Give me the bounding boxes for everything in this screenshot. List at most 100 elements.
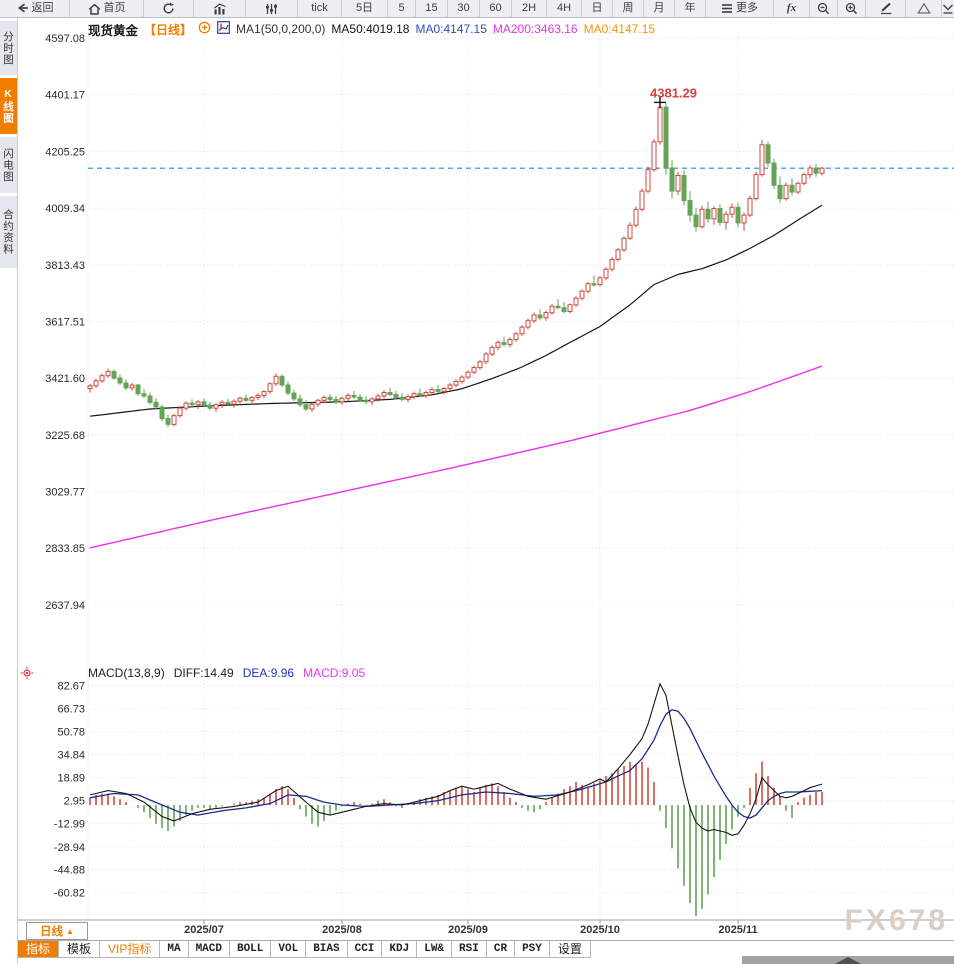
toolbar-back[interactable]: 返回 <box>0 0 70 17</box>
tab-设置[interactable]: 设置 <box>549 941 591 958</box>
ma0-value-blue: MA0:4147.15 <box>415 22 487 36</box>
tab-MA[interactable]: MA <box>160 941 189 958</box>
pencil-icon <box>879 2 893 15</box>
chart-legend: 现货黄金 【日线】 MA1(50,0,200,0) MA50:4019.18 M… <box>88 21 655 38</box>
toolbar-period-5d[interactable]: 5日 <box>342 0 388 17</box>
tab-指标[interactable]: 指标 <box>18 941 60 958</box>
tab-VIP指标[interactable]: VIP指标 <box>100 941 161 958</box>
tab-VOL[interactable]: VOL <box>271 941 307 958</box>
sidebar-item-2[interactable]: K线图 <box>0 78 17 134</box>
macd-title: MACD(13,8,9) <box>88 666 165 680</box>
svg-text:3617.51: 3617.51 <box>45 317 85 329</box>
toolbar-home[interactable]: 首页 <box>70 0 144 17</box>
toolbar-zoom-in[interactable] <box>838 0 866 17</box>
toolbar-more[interactable]: 更多 <box>706 0 774 17</box>
toolbar-draw[interactable] <box>866 0 906 17</box>
svg-text:-60.82: -60.82 <box>54 888 85 900</box>
tab-PSY[interactable]: PSY <box>515 941 550 958</box>
toolbar-back-label: 返回 <box>31 2 54 14</box>
toolbar-period-30m-label: 30 <box>457 2 470 14</box>
sidebar-item-1[interactable]: 分时图 <box>0 21 17 75</box>
chevron-up-icon: ▲ <box>66 926 74 936</box>
svg-text:-44.88: -44.88 <box>54 865 85 877</box>
x-axis-labels: 日线 ▲ 2025/07 2025/08 2025/09 2025/10 2025/11 <box>18 921 954 940</box>
svg-text:4381.29: 4381.29 <box>650 85 697 100</box>
x-axis-label: 2025/09 <box>448 924 488 936</box>
refresh-icon <box>162 2 175 15</box>
tab-LW&[interactable]: LW& <box>417 941 453 958</box>
sidebar: 分时图 K线图闪电图合约资料 <box>0 18 18 964</box>
symbol-name: 现货黄金 <box>88 23 139 38</box>
mini-kline-icon <box>217 21 230 37</box>
svg-text:66.73: 66.73 <box>57 704 85 716</box>
toolbar-chart-type[interactable] <box>194 0 246 17</box>
ma200-value: MA200:3463.16 <box>492 22 578 36</box>
home-icon <box>88 3 101 15</box>
svg-text:34.84: 34.84 <box>57 750 85 762</box>
tab-模板[interactable]: 模板 <box>59 941 101 958</box>
toolbar-period-month-label: 月 <box>653 2 665 14</box>
tab-KDJ[interactable]: KDJ <box>382 941 418 958</box>
toolbar-period-day[interactable]: 日 <box>582 0 613 17</box>
toolbar-indicator-settings[interactable] <box>246 0 298 17</box>
ma0-value-orange: MA0:4147.15 <box>583 22 655 36</box>
toolbar-period-week[interactable]: 周 <box>613 0 644 17</box>
tab-BIAS[interactable]: BIAS <box>306 941 348 958</box>
svg-text:-28.94: -28.94 <box>54 842 85 854</box>
toolbar-collapse[interactable] <box>942 0 954 17</box>
toolbar-fx-functions[interactable]: fx <box>774 0 810 17</box>
bottom-scrollbar[interactable] <box>742 956 954 964</box>
kline-chart[interactable]: 4597.08 4401.17 4205.25 4009.34 3813.43 3617.… <box>18 18 954 964</box>
indicator-settings-icon[interactable] <box>20 666 34 685</box>
plus-circle-icon[interactable] <box>198 21 211 37</box>
toolbar-zoom-out[interactable] <box>810 0 838 17</box>
macd-diff-value: DIFF:14.49 <box>173 666 234 680</box>
scroll-up-icon[interactable] <box>835 957 861 964</box>
chevron-down-icon <box>942 2 954 15</box>
more-icon <box>721 3 733 14</box>
ma-params: MA1(50,0,200,0) <box>236 22 326 36</box>
toolbar-fx-functions-label: fx <box>786 2 797 14</box>
toolbar-period-week-label: 周 <box>622 2 634 14</box>
svg-text:2637.94: 2637.94 <box>45 600 85 612</box>
tab-CR[interactable]: CR <box>486 941 516 958</box>
toolbar-period-4h-label: 4H <box>556 2 572 14</box>
toolbar-period-5m[interactable]: 5 <box>388 0 416 17</box>
x-axis-label: 2025/10 <box>580 924 620 936</box>
toolbar-period-60m[interactable]: 60 <box>480 0 512 17</box>
tab-CCI[interactable]: CCI <box>347 941 383 958</box>
toolbar-refresh[interactable] <box>144 0 194 17</box>
svg-text:50.78: 50.78 <box>57 727 85 739</box>
period-selector-label: 日线 <box>40 926 64 938</box>
indicator-tab-bar: 指标 模板 VIP指标 MA MACD BOLL VOL BIAS CCI KDJ LW& RSI CR… <box>18 940 954 958</box>
svg-text:18.89: 18.89 <box>57 773 85 785</box>
triangle-icon <box>916 2 931 15</box>
svg-text:-12.99: -12.99 <box>54 819 85 831</box>
toolbar-period-2h-label: 2H <box>521 2 537 14</box>
toolbar-period-tick[interactable]: tick <box>298 0 342 17</box>
macd-dea-value: DEA:9.96 <box>242 666 295 680</box>
sliders-icon <box>265 3 278 15</box>
tab-MACD[interactable]: MACD <box>188 941 230 958</box>
toolbar-period-15m[interactable]: 15 <box>416 0 448 17</box>
ma50-value: MA50:4019.18 <box>331 22 410 36</box>
svg-text:4401.17: 4401.17 <box>45 90 85 102</box>
toolbar-shapes[interactable] <box>906 0 942 17</box>
toolbar-period-4h[interactable]: 4H <box>547 0 582 17</box>
svg-text:2.95: 2.95 <box>64 796 85 808</box>
toolbar-period-15m-label: 15 <box>425 2 438 14</box>
toolbar-period-30m[interactable]: 30 <box>448 0 480 17</box>
sidebar-item-4[interactable]: 合约资料 <box>0 196 17 268</box>
tab-RSI[interactable]: RSI <box>452 941 487 958</box>
svg-text:82.67: 82.67 <box>57 681 85 693</box>
sidebar-item-3[interactable]: 闪电图 <box>0 137 17 193</box>
chart-region: 4597.08 4401.17 4205.25 4009.34 3813.43 3617.… <box>18 18 954 964</box>
toolbar-period-2h[interactable]: 2H <box>512 0 547 17</box>
toolbar-period-year[interactable]: 年 <box>675 0 706 17</box>
toolbar-period-year-label: 年 <box>684 2 696 14</box>
period-selector-button[interactable]: 日线 ▲ <box>26 922 88 940</box>
toolbar-period-month[interactable]: 月 <box>644 0 675 17</box>
zoom-out-icon <box>817 2 830 15</box>
tab-BOLL[interactable]: BOLL <box>229 941 272 958</box>
